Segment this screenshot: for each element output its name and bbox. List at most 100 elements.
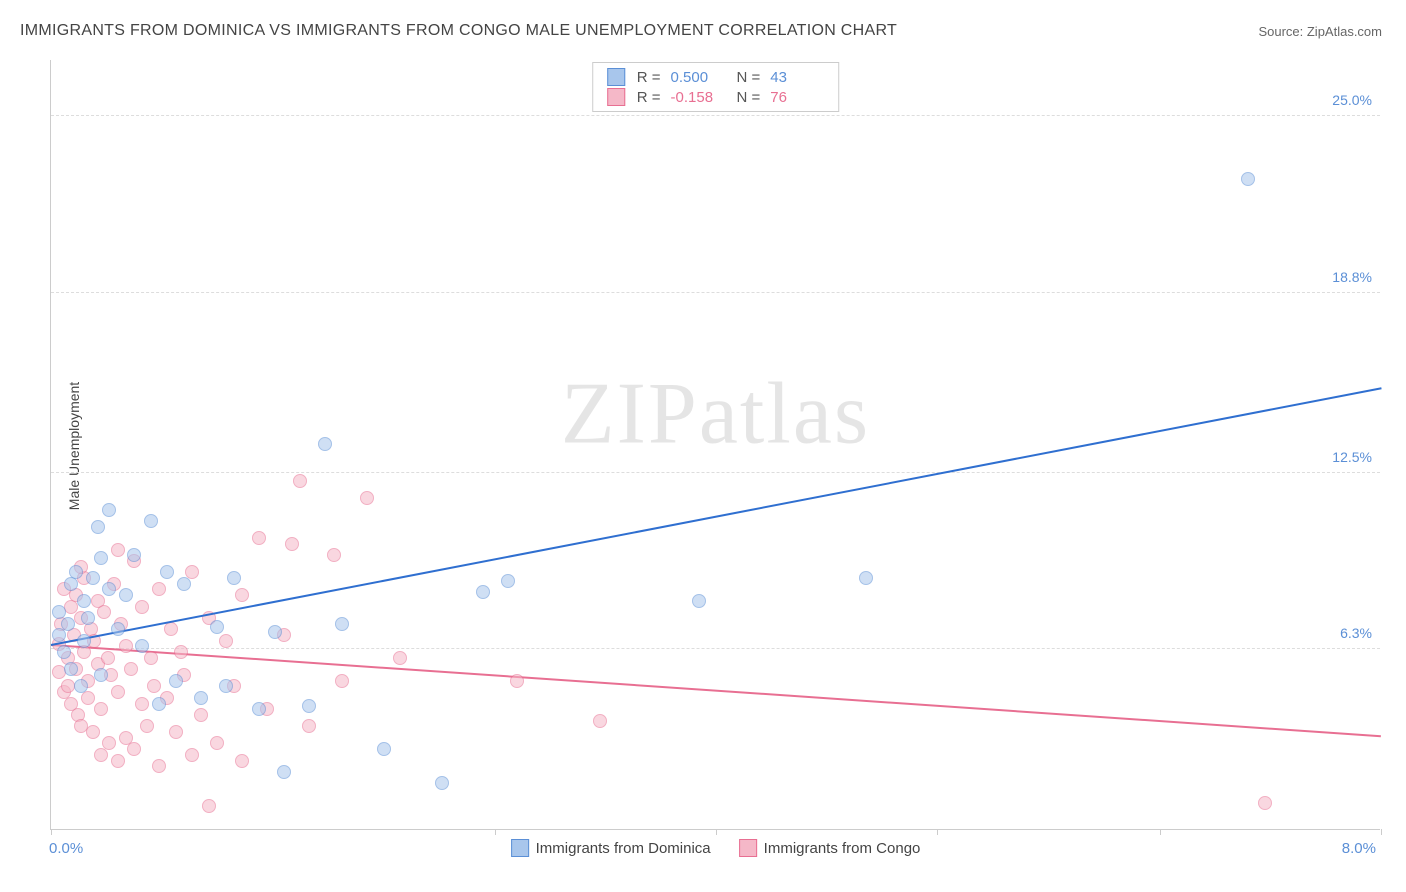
r-value-congo: -0.158 — [671, 89, 725, 106]
r-value-dominica: 0.500 — [671, 69, 725, 86]
data-point-dominica — [102, 582, 116, 596]
swatch-dominica — [607, 68, 625, 86]
data-point-dominica — [94, 551, 108, 565]
n-value-congo: 76 — [770, 89, 824, 106]
data-point-dominica — [160, 565, 174, 579]
source-label: Source: — [1258, 24, 1306, 39]
data-point-dominica — [169, 674, 183, 688]
data-point-dominica — [194, 691, 208, 705]
data-point-dominica — [318, 437, 332, 451]
plot-area: ZIPatlas R = 0.500 N = 43 R = -0.158 N =… — [50, 60, 1380, 830]
data-point-congo — [135, 600, 149, 614]
n-value-dominica: 43 — [770, 69, 824, 86]
legend-item-dominica: Immigrants from Dominica — [511, 839, 711, 857]
data-point-congo — [124, 662, 138, 676]
source-value: ZipAtlas.com — [1307, 24, 1382, 39]
data-point-congo — [1258, 796, 1272, 810]
watermark: ZIPatlas — [561, 363, 870, 464]
r-label: R = — [637, 69, 661, 86]
data-point-dominica — [252, 702, 266, 716]
y-tick-label: 25.0% — [1332, 92, 1372, 108]
swatch-congo — [607, 88, 625, 106]
data-point-congo — [252, 531, 266, 545]
data-point-dominica — [69, 565, 83, 579]
data-point-dominica — [377, 742, 391, 756]
x-tick — [937, 829, 938, 835]
swatch-congo — [739, 839, 757, 857]
x-tick — [495, 829, 496, 835]
data-point-congo — [593, 714, 607, 728]
data-point-congo — [140, 719, 154, 733]
data-point-congo — [510, 674, 524, 688]
data-point-dominica — [135, 639, 149, 653]
data-point-congo — [111, 754, 125, 768]
chart-title: IMMIGRANTS FROM DOMINICA VS IMMIGRANTS F… — [20, 22, 897, 40]
x-min-label: 0.0% — [49, 840, 83, 857]
data-point-dominica — [57, 645, 71, 659]
data-point-dominica — [144, 514, 158, 528]
stats-row-congo: R = -0.158 N = 76 — [607, 87, 825, 107]
legend-label-dominica: Immigrants from Dominica — [536, 840, 711, 857]
data-point-congo — [144, 651, 158, 665]
data-point-congo — [152, 582, 166, 596]
data-point-dominica — [81, 611, 95, 625]
x-tick — [51, 829, 52, 835]
watermark-zip: ZIP — [561, 365, 699, 462]
x-tick — [716, 829, 717, 835]
n-label: N = — [737, 89, 761, 106]
data-point-dominica — [219, 679, 233, 693]
data-point-dominica — [1241, 172, 1255, 186]
x-tick — [1160, 829, 1161, 835]
data-point-congo — [210, 736, 224, 750]
data-point-dominica — [102, 503, 116, 517]
data-point-dominica — [119, 588, 133, 602]
legend-item-congo: Immigrants from Congo — [739, 839, 921, 857]
data-point-congo — [147, 679, 161, 693]
data-point-congo — [135, 697, 149, 711]
y-tick-label: 6.3% — [1340, 625, 1372, 641]
data-point-dominica — [77, 594, 91, 608]
stats-row-dominica: R = 0.500 N = 43 — [607, 67, 825, 87]
r-label: R = — [637, 89, 661, 106]
y-tick-label: 18.8% — [1332, 269, 1372, 285]
gridline — [51, 648, 1380, 649]
data-point-congo — [174, 645, 188, 659]
data-point-dominica — [501, 574, 515, 588]
gridline — [51, 292, 1380, 293]
data-point-dominica — [64, 662, 78, 676]
n-label: N = — [737, 69, 761, 86]
data-point-dominica — [77, 634, 91, 648]
data-point-dominica — [268, 625, 282, 639]
data-point-congo — [194, 708, 208, 722]
swatch-dominica — [511, 839, 529, 857]
data-point-dominica — [302, 699, 316, 713]
data-point-congo — [127, 742, 141, 756]
data-point-dominica — [86, 571, 100, 585]
watermark-atlas: atlas — [699, 365, 870, 462]
data-point-dominica — [177, 577, 191, 591]
data-point-congo — [393, 651, 407, 665]
data-point-congo — [285, 537, 299, 551]
data-point-congo — [202, 799, 216, 813]
data-point-dominica — [692, 594, 706, 608]
gridline — [51, 115, 1380, 116]
source-credit: Source: ZipAtlas.com — [1258, 24, 1382, 39]
data-point-congo — [101, 651, 115, 665]
data-point-dominica — [111, 622, 125, 636]
data-point-congo — [302, 719, 316, 733]
data-point-dominica — [476, 585, 490, 599]
data-point-congo — [327, 548, 341, 562]
trendline-dominica — [51, 388, 1381, 647]
data-point-dominica — [210, 620, 224, 634]
data-point-dominica — [335, 617, 349, 631]
data-point-dominica — [94, 668, 108, 682]
data-point-congo — [360, 491, 374, 505]
data-point-congo — [61, 679, 75, 693]
data-point-dominica — [127, 548, 141, 562]
data-point-dominica — [91, 520, 105, 534]
trendline-congo — [51, 644, 1381, 737]
gridline — [51, 472, 1380, 473]
legend-label-congo: Immigrants from Congo — [764, 840, 921, 857]
data-point-congo — [102, 736, 116, 750]
data-point-congo — [97, 605, 111, 619]
